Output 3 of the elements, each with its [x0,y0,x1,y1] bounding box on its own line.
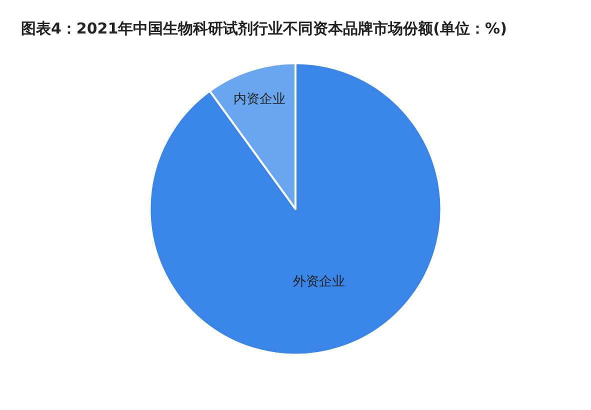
slice-label: 外资企业 [292,274,345,289]
slice-label: 内资企业 [234,91,286,106]
chart-title: 图表4：2021年中国生物科研试剂行业不同资本品牌市场份额(单位：%) [21,20,507,38]
